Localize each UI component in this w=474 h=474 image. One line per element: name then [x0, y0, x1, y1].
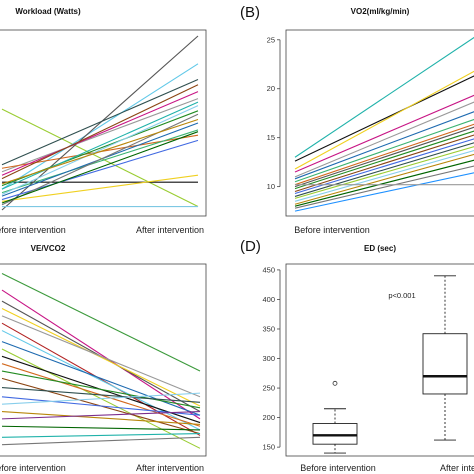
series-line-3 [1, 98, 199, 173]
series-line-5 [1, 174, 199, 202]
series-line-14 [1, 101, 199, 190]
series-line-6 [294, 111, 474, 180]
plot-area-b [285, 29, 474, 217]
series-line-19 [294, 172, 474, 212]
series-line-16 [1, 78, 199, 166]
series-line-17 [1, 410, 201, 425]
series-line-4 [1, 63, 199, 190]
y-tick-label: 200 [262, 413, 275, 422]
series-line-2 [294, 75, 474, 162]
series-line-4 [294, 94, 474, 173]
series-line-14 [1, 387, 201, 403]
series-line-17 [1, 105, 199, 195]
chart-panel-b: (B) VO2(ml/kg/min) 10 15 20 25 Before inter… [240, 4, 474, 235]
plot-area-a [0, 29, 207, 217]
series-lines-c [1, 273, 201, 449]
chart-panel-d: (D) ED (sec) 150 200 250 300 350 400 450 p<0.0… [240, 238, 474, 473]
y-tick-label: 150 [262, 443, 275, 452]
series-line-8 [294, 123, 474, 186]
series-line-4 [1, 307, 201, 407]
series-line-19 [1, 425, 201, 431]
series-line-6 [1, 322, 201, 436]
series-line-11 [294, 134, 474, 193]
box-iqr [422, 333, 468, 395]
y-axis-b: 10 15 20 25 [267, 35, 281, 191]
series-line-11 [1, 91, 199, 176]
series-line-5 [294, 101, 474, 178]
series-line-8 [1, 341, 201, 416]
series-line-10 [294, 130, 474, 190]
series-line-15 [1, 396, 201, 416]
y-tick-label: 250 [262, 384, 275, 393]
series-line-17 [294, 159, 474, 207]
y-axis-d: 150 200 250 300 350 400 450 [262, 265, 281, 452]
series-line-5 [1, 315, 201, 398]
series-line-7 [1, 330, 201, 431]
series-line-1 [294, 36, 474, 158]
series-line-18 [1, 118, 199, 185]
box-iqr [312, 423, 358, 445]
y-tick-label: 450 [262, 265, 275, 274]
y-tick-label: 350 [262, 324, 275, 333]
series-lines-b [294, 36, 474, 212]
series-lines-a [1, 35, 199, 211]
x-category-before-c: Before intervention [0, 463, 66, 473]
series-line-7 [1, 129, 199, 194]
x-category-after-d: After intervention [440, 463, 474, 473]
title-b: VO2(ml/kg/min) [351, 7, 410, 16]
plot-area-c [0, 263, 207, 457]
y-tick-label: 25 [267, 35, 275, 44]
x-category-after-a: After intervention [136, 225, 204, 235]
title-d: ED (sec) [364, 244, 396, 253]
series-line-20 [1, 433, 201, 438]
y-tick-label: 400 [262, 295, 275, 304]
series-line-15 [1, 113, 199, 206]
y-tick-label: 300 [262, 354, 275, 363]
chart-panel-c: VE/VCO2 Before intervention After interv… [0, 244, 207, 473]
title-c: VE/VCO2 [31, 244, 66, 253]
series-line-2 [1, 289, 201, 420]
series-line-15 [294, 149, 474, 202]
outlier-point [332, 380, 338, 386]
series-line-3 [294, 70, 474, 170]
y-tick-label: 10 [267, 182, 275, 191]
series-line-7 [294, 118, 474, 183]
chart-panel-a: Workload (Watts) Before intervention Aft… [0, 7, 207, 235]
x-category-after-c: After intervention [136, 463, 204, 473]
panel-label-b: (B) [240, 4, 260, 21]
series-line-13 [1, 84, 199, 180]
series-line-18 [294, 165, 474, 209]
p-value-annotation: p<0.001 [388, 291, 415, 300]
series-line-21 [1, 436, 201, 446]
series-line-9 [294, 126, 474, 188]
series-line-14 [294, 146, 474, 199]
series-line-1 [1, 273, 201, 372]
y-tick-label: 20 [267, 84, 275, 93]
series-line-8 [1, 35, 199, 211]
panel-label-d: (D) [240, 238, 261, 255]
series-line-18 [1, 410, 201, 420]
series-line-19 [1, 131, 199, 204]
plot-area-d [285, 263, 474, 457]
series-line-12 [1, 370, 201, 409]
x-category-before-d: Before intervention [300, 463, 376, 473]
title-a: Workload (Watts) [15, 7, 81, 16]
series-line-13 [294, 142, 474, 197]
boxplots-d [312, 275, 468, 454]
series-line-1 [1, 108, 199, 208]
y-tick-label: 15 [267, 133, 275, 142]
x-category-before-b: Before intervention [294, 225, 370, 235]
series-line-16 [1, 392, 201, 405]
x-category-before-a: Before intervention [0, 225, 66, 235]
series-line-16 [294, 153, 474, 205]
